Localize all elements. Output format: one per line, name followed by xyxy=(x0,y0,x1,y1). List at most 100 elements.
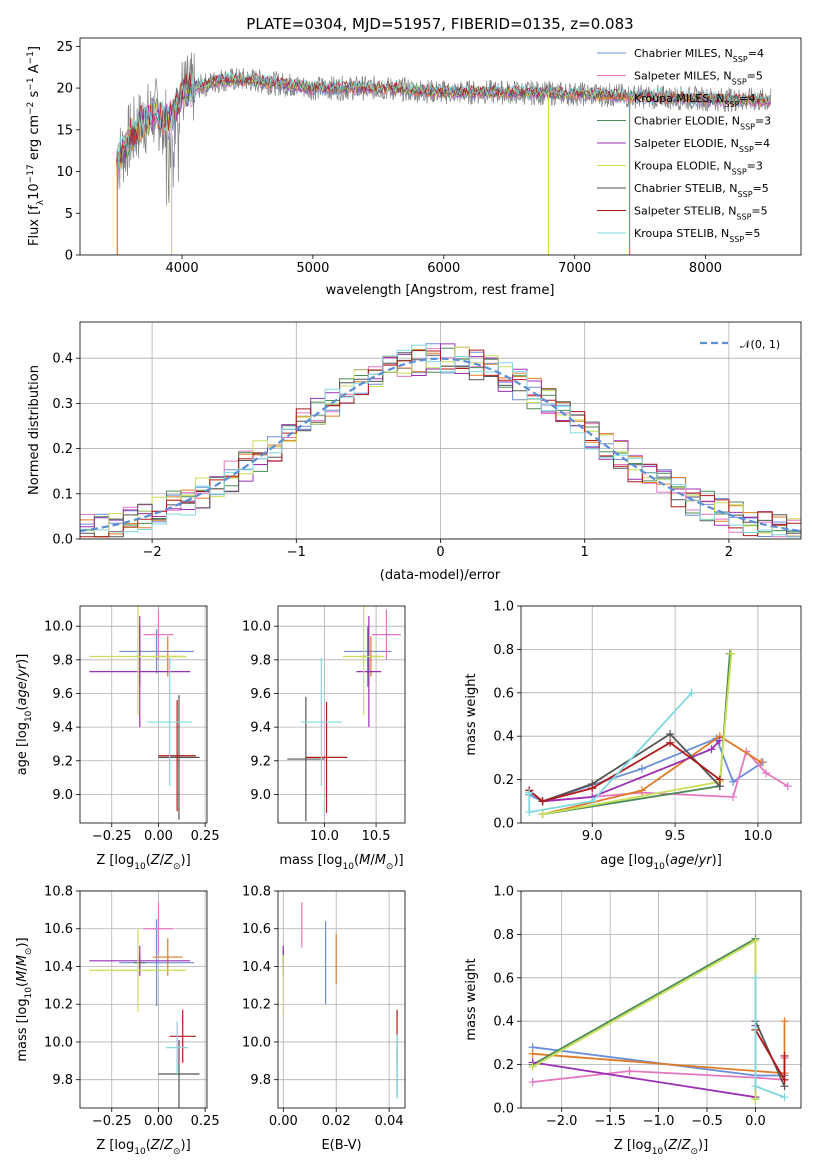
chart-age_vs_mass: 10.0 10.5 9.0 9.2 9.4 9.6 9.8 10.0 mass [log10(M… xyxy=(242,605,406,872)
series-point xyxy=(707,745,716,754)
y-tick-label: 9.4 xyxy=(52,721,73,736)
series-point xyxy=(729,792,738,801)
chart-mass_vs_ebv: 0.00 0.02 0.04 9.8 10.0 10.2 10.4 10.6 10.8 E(B-V… xyxy=(242,885,406,1153)
legend-label: Chabrier ELODIE, NSSP=3 xyxy=(634,115,771,132)
y-tick-label: 9.6 xyxy=(250,687,271,702)
x-tick-label: −0.25 xyxy=(92,829,132,844)
axes-frame xyxy=(79,37,802,256)
y-axis-label: mass [log10(M/M⊙)] xyxy=(15,937,34,1061)
y-tick-label: 0.2 xyxy=(493,1058,514,1073)
x-tick-label: 0.00 xyxy=(269,1114,298,1129)
axes-frame xyxy=(277,605,406,824)
plot-area xyxy=(80,343,801,538)
chart-spectrum: 4000 5000 6000 7000 8000 0 5 10 15 20 25 Chabrier M… xyxy=(26,37,802,298)
axes-frame xyxy=(79,321,802,540)
x-tick-label: −1.0 xyxy=(643,1114,675,1129)
y-tick-label: 0.4 xyxy=(493,1015,514,1030)
y-tick-label: 0.4 xyxy=(52,352,73,367)
series-point xyxy=(780,1075,789,1084)
series-point xyxy=(762,769,771,778)
series-point xyxy=(588,784,597,793)
axes-frame xyxy=(277,890,406,1109)
y-tick-label: 25 xyxy=(56,40,73,55)
series-point xyxy=(538,810,547,819)
y-tick-label: 0.1 xyxy=(52,487,73,502)
y-tick-label: 0.6 xyxy=(493,971,514,986)
series-point xyxy=(729,777,738,786)
series-point xyxy=(637,786,646,795)
series-point xyxy=(751,936,760,945)
y-tick-label: 0.4 xyxy=(493,730,514,745)
plot-area xyxy=(525,649,792,819)
x-axis-label: Z [log10(Z/Z⊙)] xyxy=(96,1138,190,1157)
y-tick-label: 0.0 xyxy=(493,1102,514,1117)
x-axis-label: (data-model)/error xyxy=(380,568,501,583)
y-axis-label: mass weight xyxy=(464,958,479,1040)
figure-title: PLATE=0304, MJD=51957, FIBERID=0135, z=0… xyxy=(246,15,633,33)
series-point xyxy=(528,1049,537,1058)
legend-label: Kroupa STELIB, NSSP=5 xyxy=(634,227,760,244)
x-tick-label: 0.00 xyxy=(144,829,173,844)
series-line xyxy=(542,653,731,816)
y-tick-label: 9.8 xyxy=(52,1073,73,1088)
y-tick-label: 0.3 xyxy=(52,397,73,412)
legend-label: Chabrier MILES, NSSP=4 xyxy=(634,47,764,64)
spectrum-model-line xyxy=(116,71,771,167)
series-point xyxy=(637,764,646,773)
series-point xyxy=(525,788,534,797)
y-axis-label: Normed distribution xyxy=(27,365,42,495)
histogram-series xyxy=(80,344,801,538)
plot-area xyxy=(89,902,200,1108)
y-tick-label: 9.8 xyxy=(52,653,73,668)
y-tick-label: 10.8 xyxy=(242,885,271,900)
x-axis-label: Z [log10(Z/Z⊙)] xyxy=(96,853,190,872)
x-tick-label: 10.5 xyxy=(362,829,391,844)
y-tick-label: 10.4 xyxy=(44,960,73,975)
series-point xyxy=(783,782,792,791)
y-tick-label: 0.2 xyxy=(52,442,73,457)
chart-weight_vs_Z: −2.0 −1.5 −1.0 −0.5 0.0 0.0 0.2 0.4 0.6 0.8 1.0 Z [… xyxy=(464,885,802,1157)
y-tick-label: 9.8 xyxy=(250,1073,271,1088)
series-point xyxy=(751,973,760,982)
series-line xyxy=(528,692,693,814)
series-point xyxy=(751,1095,760,1104)
y-tick-label: 10.8 xyxy=(44,885,73,900)
legend-label: Kroupa MILES, NSSP=4 xyxy=(634,92,756,109)
axes-frame xyxy=(520,890,802,1109)
y-tick-label: 10.0 xyxy=(44,620,73,635)
y-tick-label: 15 xyxy=(56,123,73,138)
series-line xyxy=(528,741,721,803)
spectrum-model-line xyxy=(116,71,771,170)
series-point xyxy=(625,1067,634,1076)
y-tick-label: 10.4 xyxy=(242,960,271,975)
x-tick-label: 5000 xyxy=(296,261,329,276)
y-tick-label: 0 xyxy=(65,249,73,264)
x-axis-label: age [log10(age/yr)] xyxy=(600,853,722,872)
series-point xyxy=(588,797,597,806)
x-tick-label: 4000 xyxy=(166,261,199,276)
y-tick-label: 10.2 xyxy=(242,998,271,1013)
y-tick-label: 1.0 xyxy=(493,600,514,615)
x-tick-label: 9.5 xyxy=(665,829,686,844)
plot-area xyxy=(282,902,398,1099)
x-tick-label: −2 xyxy=(143,545,162,560)
y-tick-label: 9.2 xyxy=(250,754,271,769)
series-line xyxy=(542,735,762,816)
axes-frame xyxy=(79,890,208,1109)
axes-frame xyxy=(520,605,802,824)
y-tick-label: 10.6 xyxy=(44,922,73,937)
y-axis-label: mass weight xyxy=(464,673,479,755)
series-point xyxy=(780,1017,789,1026)
y-tick-label: 9.4 xyxy=(250,721,271,736)
y-tick-label: 10.2 xyxy=(44,998,73,1013)
y-tick-label: 0.2 xyxy=(493,773,514,788)
plot-area xyxy=(116,52,772,255)
legend-label: Chabrier STELIB, NSSP=5 xyxy=(634,182,769,199)
axes-frame xyxy=(79,605,208,824)
series-point xyxy=(715,775,724,784)
x-tick-label: −0.25 xyxy=(92,1114,132,1129)
y-tick-label: 0.0 xyxy=(52,533,73,548)
x-tick-label: 1 xyxy=(581,545,589,560)
y-tick-label: 10.0 xyxy=(242,1035,271,1050)
